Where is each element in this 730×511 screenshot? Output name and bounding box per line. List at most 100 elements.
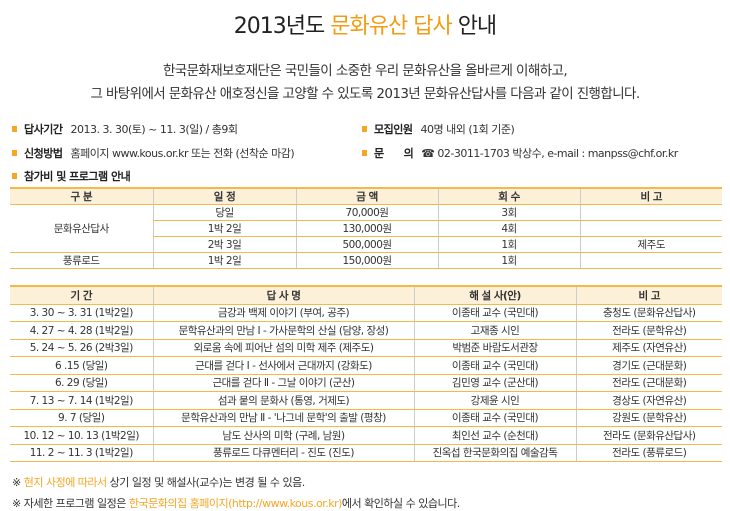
table-row: 3. 30 ~ 3. 31 (1박2일) 금강과 백제 이야기 (부여, 공주) 이… bbox=[10, 304, 722, 322]
cell: 130,000원 bbox=[295, 220, 438, 237]
info-label: 답사기간 bbox=[24, 123, 63, 136]
table-row: 6. 29 (당일) 근대를 걷다 Ⅱ - 그날 이야기 (군산) 김민영 교수 (… bbox=[10, 374, 722, 392]
cell: 5. 24 ~ 5. 26 (2박3일) bbox=[10, 339, 153, 357]
note-text: ※ 자세한 프로그램 일정은 bbox=[12, 497, 129, 510]
page-title: 2013년도 문화유산 답사 안내 bbox=[0, 8, 730, 40]
cell: 1박 2일 bbox=[152, 220, 296, 237]
cell: 경상도 (자연유산) bbox=[575, 391, 722, 410]
cell: 제주도 (자연유산) bbox=[575, 339, 722, 357]
cell: 11. 2 ~ 11. 3 (1박2일) bbox=[10, 444, 153, 462]
cell: 150,000원 bbox=[295, 252, 438, 269]
info-contact: 문 의 ☎ 02-3011-1703 박상수, e-mail : manpss@c… bbox=[362, 145, 678, 161]
info-program: 참가비 및 프로그램 안내 bbox=[12, 168, 138, 184]
header-cell: 비 고 bbox=[575, 285, 722, 305]
info-label: 모집인원 bbox=[374, 123, 413, 136]
cell: 500,000원 bbox=[295, 236, 438, 253]
cell: 이종태 교수 (국민대) bbox=[413, 356, 576, 375]
note-highlight: 현지 사정에 따라서 bbox=[23, 476, 107, 489]
cell: 고재종 시인 bbox=[413, 321, 576, 340]
cell: 박범준 바람도서관장 bbox=[413, 339, 576, 357]
intro-line: 한국문화재보호재단은 국민들이 소중한 우리 문화유산을 올바르게 이해하고, bbox=[162, 63, 568, 79]
cell: 제주도 bbox=[579, 236, 722, 253]
header-cell: 답 사 명 bbox=[152, 285, 414, 305]
info-apply: 신청방법 홈페이지 www.kous.or.kr 또는 전화 (선착순 마감) bbox=[12, 145, 295, 161]
header-cell: 해 설 사(안) bbox=[413, 285, 576, 305]
info-label: 신청방법 bbox=[24, 147, 63, 160]
header-cell: 일 정 bbox=[152, 187, 296, 205]
header-cell: 금 액 bbox=[295, 187, 438, 205]
bullet-icon bbox=[12, 173, 17, 179]
cell: 1회 bbox=[437, 252, 580, 269]
note-text: ※ bbox=[12, 476, 24, 489]
cell: 전라도 (문화유산답사) bbox=[575, 426, 722, 445]
cell: 강제윤 시인 bbox=[413, 391, 576, 410]
table-row: 4. 27 ~ 4. 28 (1박2일) 문학유산과의 만남 Ⅰ - 가사문학의 … bbox=[10, 321, 722, 340]
cell: 7. 13 ~ 7. 14 (1박2일) bbox=[10, 391, 153, 410]
cell: 경기도 (근대문화) bbox=[575, 356, 722, 375]
note-text: 에서 확인하실 수 있습니다. bbox=[341, 497, 460, 510]
table-row: 1박 2일 130,000원 4회 bbox=[10, 220, 722, 237]
cell: 강원도 (문학유산) bbox=[575, 409, 722, 427]
cell: 섬과 뭍의 문화사 (통영, 거제도) bbox=[152, 391, 414, 410]
table-row: 6 .15 (당일) 근대를 걷다 Ⅰ - 선사에서 근대까지 (강화도) 이종태 … bbox=[10, 356, 722, 375]
table-row: 11. 2 ~ 11. 3 (1박2일) 풍류로드 다큐멘터리 - 진도 (진도)… bbox=[10, 444, 722, 462]
cell: 전라도 (문학유산) bbox=[575, 321, 722, 340]
fee-table: 구 분 일 정 금 액 회 수 비 고 문화유산답사 당일 70,000원 3회 1… bbox=[10, 187, 722, 269]
cell: 충청도 (문화유산답사) bbox=[575, 304, 722, 322]
info-label: 문 의 bbox=[374, 147, 414, 160]
group-cell: 풍류로드 bbox=[10, 252, 153, 269]
cell: 2박 3일 bbox=[152, 236, 296, 253]
cell: 외로움 속에 피어난 섬의 미학 제주 (제주도) bbox=[152, 339, 414, 357]
cell: 근대를 걷다 Ⅱ - 그날 이야기 (군산) bbox=[152, 374, 414, 392]
table-row: 7. 13 ~ 7. 14 (1박2일) 섬과 뭍의 문화사 (통영, 거제도) 강… bbox=[10, 391, 722, 410]
cell: 1회 bbox=[437, 236, 580, 253]
table-row: 2박 3일 500,000원 1회 제주도 bbox=[10, 236, 722, 253]
cell: 이종태 교수 (국민대) bbox=[413, 409, 576, 427]
cell: 3회 bbox=[437, 204, 580, 221]
homepage-link[interactable]: 한국문화의집 홈페이지(http://www.kous.or.kr) bbox=[128, 497, 343, 510]
info-period: 답사기간 2013. 3. 30(토) ~ 11. 3(일) / 총9회 bbox=[12, 121, 238, 137]
cell: 문학유산과의 만남 Ⅱ - '나그네 문학'의 출발 (평창) bbox=[152, 409, 414, 427]
cell: 이종태 교수 (국민대) bbox=[413, 304, 576, 322]
cell: 진옥섭 한국문화의집 예술감독 bbox=[413, 444, 576, 462]
cell: 3. 30 ~ 3. 31 (1박2일) bbox=[10, 304, 153, 322]
cell: 70,000원 bbox=[295, 204, 438, 221]
table-row: 5. 24 ~ 5. 26 (2박3일) 외로움 속에 피어난 섬의 미학 제주 … bbox=[10, 339, 722, 357]
info-value: 2013. 3. 30(토) ~ 11. 3(일) / 총9회 bbox=[70, 123, 238, 136]
cell: 남도 산사의 미학 (구례, 남원) bbox=[152, 426, 414, 445]
cell: 금강과 백제 이야기 (부여, 공주) bbox=[152, 304, 414, 322]
note-text: 상기 일정 및 해설사(교수)는 변경 될 수 있음. bbox=[106, 476, 306, 489]
info-value: 홈페이지 www.kous.or.kr 또는 전화 (선착순 마감) bbox=[70, 147, 295, 160]
footnote: ※ 현지 사정에 따라서 상기 일정 및 해설사(교수)는 변경 될 수 있음. bbox=[12, 474, 305, 490]
intro-line: 그 바탕위에서 문화유산 애호정신을 고양할 수 있도록 2013년 문화유산답… bbox=[90, 86, 640, 102]
cell: 전라도 (근대문화) bbox=[575, 374, 722, 392]
cell: 전라도 (풍류로드) bbox=[575, 444, 722, 462]
bullet-icon bbox=[362, 126, 367, 132]
cell: 4. 27 ~ 4. 28 (1박2일) bbox=[10, 321, 153, 340]
header-cell: 비 고 bbox=[579, 187, 722, 205]
table-header: 기 간 답 사 명 해 설 사(안) 비 고 bbox=[10, 285, 722, 305]
cell: 풍류로드 다큐멘터리 - 진도 (진도) bbox=[152, 444, 414, 462]
cell bbox=[579, 204, 722, 221]
title-year: 2013년도 bbox=[233, 14, 331, 39]
cell: 6. 29 (당일) bbox=[10, 374, 153, 392]
cell: 10. 12 ~ 10. 13 (1박2일) bbox=[10, 426, 153, 445]
cell: 근대를 걷다 Ⅰ - 선사에서 근대까지 (강화도) bbox=[152, 356, 414, 375]
cell: 1박 2일 bbox=[152, 252, 296, 269]
cell: 문학유산과의 만남 Ⅰ - 가사문학의 산실 (담양, 장성) bbox=[152, 321, 414, 340]
bullet-icon bbox=[362, 150, 367, 156]
info-capacity: 모집인원 40명 내외 (1회 기준) bbox=[362, 121, 515, 137]
info-value: 40명 내외 (1회 기준) bbox=[420, 123, 515, 136]
cell: 김민영 교수 (군산대) bbox=[413, 374, 576, 392]
table-row: 9. 7 (당일) 문학유산과의 만남 Ⅱ - '나그네 문학'의 출발 (평창)… bbox=[10, 409, 722, 427]
table-row: 문화유산답사 당일 70,000원 3회 bbox=[10, 204, 722, 253]
schedule-table: 기 간 답 사 명 해 설 사(안) 비 고 3. 30 ~ 3. 31 (1박… bbox=[10, 285, 722, 462]
table-row: 풍류로드 1박 2일 150,000원 1회 bbox=[10, 252, 722, 269]
footnote: ※ 자세한 프로그램 일정은 한국문화의집 홈페이지(http://www.ko… bbox=[12, 495, 460, 511]
bullet-icon bbox=[12, 150, 17, 156]
cell bbox=[579, 252, 722, 269]
cell: 9. 7 (당일) bbox=[10, 409, 153, 427]
info-value: ☎ 02-3011-1703 박상수, e-mail : manpss@chf.… bbox=[421, 147, 678, 160]
title-suffix: 안내 bbox=[451, 14, 498, 39]
cell: 당일 bbox=[152, 204, 296, 221]
